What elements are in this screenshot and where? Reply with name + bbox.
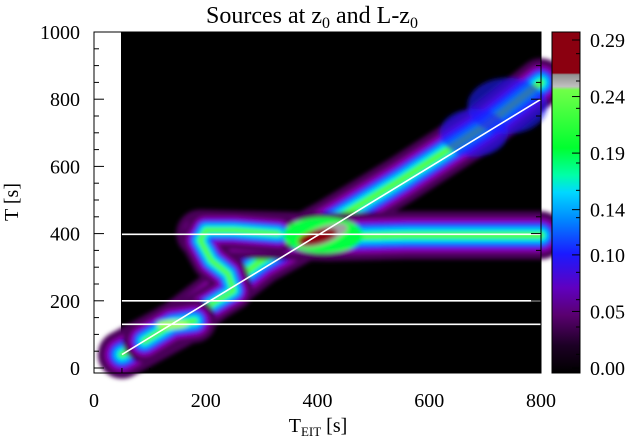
y-tick-label: 600 bbox=[50, 156, 80, 178]
y-axis: 0 200 400 600 800 1000 bbox=[40, 22, 541, 380]
x-tick-label: 0 bbox=[89, 390, 99, 412]
x-tick-label: 800 bbox=[526, 390, 556, 412]
colorbar-tick-label: 0.00 bbox=[590, 358, 625, 380]
colorbar-tick-label: 0.14 bbox=[590, 200, 625, 222]
colorbar: 0.00 0.05 0.10 0.14 0.19 0.24 0.29 bbox=[551, 30, 625, 380]
colorbar-tick-label: 0.29 bbox=[590, 30, 625, 52]
y-tick-label: 0 bbox=[70, 358, 80, 380]
x-axis-title: TEIT [s] bbox=[289, 415, 348, 439]
heat-ridge-layer bbox=[176, 228, 280, 326]
heat-blob bbox=[467, 77, 548, 134]
y-tick-label: 1000 bbox=[40, 22, 80, 44]
y-tick-label: 800 bbox=[50, 89, 80, 111]
chart-title: Sources at z0 and L-z0 bbox=[206, 3, 418, 32]
x-tick-label: 200 bbox=[191, 390, 221, 412]
colorbar-tick-label: 0.19 bbox=[590, 143, 625, 165]
x-tick-label: 400 bbox=[303, 390, 333, 412]
y-tick-label: 200 bbox=[50, 291, 80, 313]
colorbar-tick-label: 0.05 bbox=[590, 301, 625, 323]
heatmap bbox=[97, 32, 565, 379]
overlay-diagonal-line bbox=[121, 98, 542, 356]
y-axis-title: T [s] bbox=[1, 183, 23, 221]
colorbar-border bbox=[551, 31, 581, 374]
colorbar-gradient bbox=[552, 32, 580, 373]
x-tick-label: 600 bbox=[414, 390, 444, 412]
y-tick-label: 400 bbox=[50, 224, 80, 246]
colorbar-tick-label: 0.24 bbox=[590, 87, 625, 109]
colorbar-tick-label: 0.10 bbox=[590, 245, 625, 267]
overlay-lines bbox=[121, 98, 542, 356]
